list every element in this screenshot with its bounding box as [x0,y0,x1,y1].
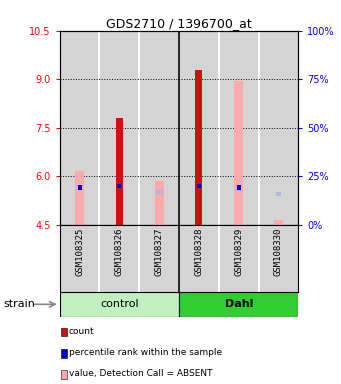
Text: control: control [100,299,139,310]
Bar [274,220,283,225]
Bar [234,81,243,225]
Bar [195,70,203,225]
Bar [236,187,241,191]
Text: GSM108326: GSM108326 [115,228,124,276]
Bar [78,185,81,190]
Text: GSM108327: GSM108327 [154,228,164,276]
Text: count: count [69,326,94,336]
Bar [75,171,84,225]
Bar [116,118,123,225]
Bar [179,292,298,317]
Bar [155,181,164,225]
Bar [117,184,121,188]
Text: GSM108328: GSM108328 [194,228,204,276]
Text: value, Detection Call = ABSENT: value, Detection Call = ABSENT [69,369,212,378]
Text: GSM108330: GSM108330 [274,228,283,276]
Bar [197,184,201,188]
Text: GSM108325: GSM108325 [75,228,84,276]
Text: strain: strain [3,299,35,310]
Title: GDS2710 / 1396700_at: GDS2710 / 1396700_at [106,17,252,30]
Text: Dahl: Dahl [224,299,253,310]
Bar [276,192,281,196]
Text: GSM108329: GSM108329 [234,228,243,276]
Bar [156,190,162,194]
Bar [237,185,241,190]
Bar [60,292,179,317]
Text: percentile rank within the sample: percentile rank within the sample [69,348,222,357]
